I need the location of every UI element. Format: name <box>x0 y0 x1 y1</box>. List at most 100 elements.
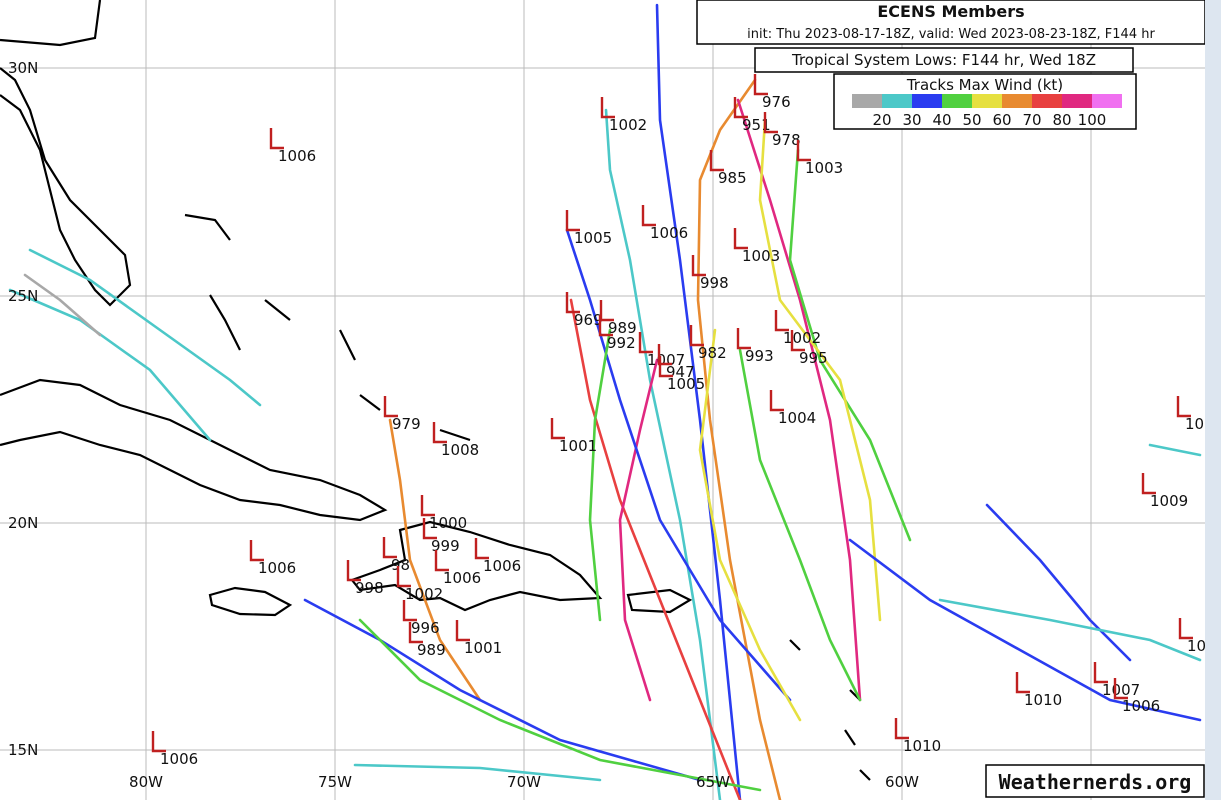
info: Tropical System Lows: F144 hr, Wed 18Z <box>791 51 1096 69</box>
low-pressure: 10 <box>1187 637 1206 655</box>
low-marker <box>689 325 704 347</box>
low-marker <box>733 228 748 250</box>
track <box>788 148 912 542</box>
florida <box>0 0 132 307</box>
subtitle: init: Thu 2023-08-17-18Z, valid: Wed 202… <box>747 27 1155 42</box>
low-marker <box>774 310 789 332</box>
low-marker <box>550 418 565 440</box>
track <box>738 348 862 702</box>
legend-swatch <box>912 94 942 108</box>
low-marker <box>638 332 653 354</box>
coastlines <box>0 0 871 781</box>
low-marker <box>790 330 805 352</box>
low-pressure: 1000 <box>429 514 467 532</box>
low-pressure: 978 <box>772 131 801 149</box>
low-pressure: 1002 <box>609 116 647 134</box>
low-marker <box>455 620 470 642</box>
low-pressure: 1006 <box>443 569 481 587</box>
track <box>618 358 659 702</box>
low-marker <box>641 205 656 227</box>
low-marker <box>1176 396 1191 418</box>
low-pressure: 1004 <box>778 409 816 427</box>
low-pressure: 999 <box>431 537 460 555</box>
legend-swatch <box>942 94 972 108</box>
low-pressure: 1006 <box>483 557 521 575</box>
low-marker <box>691 255 706 277</box>
low-pressure: 995 <box>799 349 828 367</box>
low-marker <box>402 600 417 622</box>
low-marker <box>1015 672 1030 694</box>
low-pressure: 969 <box>574 311 603 329</box>
low-pressure: 998 <box>700 274 729 292</box>
low-marker <box>1178 618 1193 640</box>
low-pressure: 1007 <box>1102 681 1140 699</box>
low-marker <box>396 566 411 588</box>
track <box>388 418 482 702</box>
track <box>848 538 1202 722</box>
lat-label: 25N <box>8 287 38 305</box>
track <box>985 503 1132 662</box>
low-marker <box>249 540 264 562</box>
lon-label: 75W <box>318 773 352 791</box>
track <box>698 328 802 722</box>
low-pressure: 1009 <box>1150 492 1188 510</box>
track <box>23 273 102 337</box>
legend-label: 60 <box>992 111 1011 129</box>
lat-label: 20N <box>8 514 38 532</box>
legend-label: 30 <box>902 111 921 129</box>
low-marker <box>658 356 673 378</box>
lon-label: 70W <box>507 773 541 791</box>
low-pressure: 1005 <box>574 229 612 247</box>
track <box>8 288 212 442</box>
low-marker <box>1113 678 1128 700</box>
low-marker <box>1093 662 1108 684</box>
low-pressure: 1006 <box>160 750 198 768</box>
low-marker <box>894 718 909 740</box>
track <box>569 298 742 800</box>
low-marker <box>1141 473 1156 495</box>
low-marker <box>408 622 423 644</box>
track <box>1148 443 1202 457</box>
low-marker <box>763 112 778 134</box>
legend-swatch <box>972 94 1002 108</box>
low-pressure: 951 <box>742 116 771 134</box>
low-marker <box>474 538 489 560</box>
legend-swatch <box>1062 94 1092 108</box>
low-pressure: 947 <box>666 363 695 381</box>
track <box>696 78 782 800</box>
low-pressure: 1010 <box>1024 691 1062 709</box>
low-marker <box>434 550 449 572</box>
lat-label: 30N <box>8 59 38 77</box>
low-pressure: 992 <box>607 334 636 352</box>
legend-swatch <box>1002 94 1032 108</box>
low-pressure: 985 <box>718 169 747 187</box>
legend-label: 50 <box>962 111 981 129</box>
low-pressure: 1002 <box>783 329 821 347</box>
bahamas <box>184 213 471 442</box>
low-pressure: 1006 <box>258 559 296 577</box>
legend-label: 100 <box>1078 111 1107 129</box>
title-box <box>696 0 1206 45</box>
low-pressure: 1010 <box>903 737 941 755</box>
legend-label: 20 <box>872 111 891 129</box>
low-pressure: 1002 <box>405 585 443 603</box>
track <box>938 598 1202 662</box>
low-marker <box>565 292 580 314</box>
low-marker <box>346 560 361 582</box>
track <box>736 98 862 702</box>
legend-swatch <box>852 94 882 108</box>
low-pressure: 996 <box>411 619 440 637</box>
low-pressure: 993 <box>745 347 774 365</box>
low-pressure: 998 <box>355 579 384 597</box>
low-marker <box>151 731 166 753</box>
low-pressure: 1003 <box>805 159 843 177</box>
low-marker <box>709 150 724 172</box>
lon-label: 65W <box>696 773 730 791</box>
low-pressure: 979 <box>392 415 421 433</box>
low-pressure: 1003 <box>742 247 780 265</box>
low-pressure: 1006 <box>1122 697 1160 715</box>
low-pressure: 1008 <box>441 441 479 459</box>
legend-title: Tracks Max Wind (kt) <box>906 76 1063 94</box>
